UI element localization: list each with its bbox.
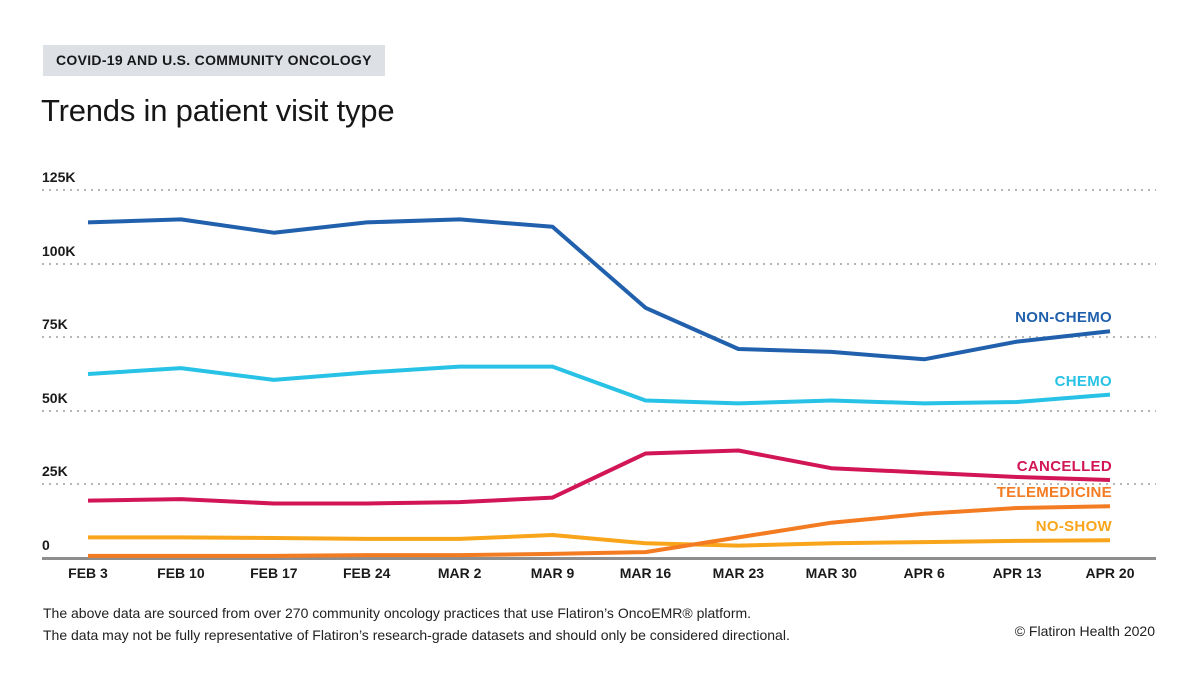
series-line-cancelled [87, 448, 1111, 506]
gridline-25k [42, 483, 1156, 486]
x-tick-label-apr-20: APR 20 [1085, 565, 1135, 581]
series-line-non-chemo [87, 217, 1111, 362]
page-title: Trends in patient visit type [41, 93, 395, 128]
y-tick-label-125k: 125K [42, 169, 76, 185]
series-label-chemo: CHEMO [1054, 372, 1112, 390]
gridline-50k [42, 409, 1156, 412]
x-tick-label-feb-3: FEB 3 [68, 565, 108, 581]
y-tick-label-75k: 75K [42, 316, 68, 333]
x-tick-label-mar-23: MAR 23 [712, 565, 765, 581]
gridline-75k [42, 336, 1156, 339]
x-tick-label-mar-30: MAR 30 [805, 565, 857, 581]
x-tick-label-apr-6: APR 6 [903, 565, 945, 581]
series-label-non-chemo: NON-CHEMO [1015, 309, 1112, 327]
y-tick-label-50k: 50K [42, 389, 68, 406]
series-line-telemedicine [88, 504, 1111, 558]
y-tick-label-0: 0 [42, 537, 50, 553]
series-line-no-show [88, 533, 1111, 548]
copyright: © Flatiron Health 2020 [1014, 623, 1155, 639]
x-tick-label-apr-13: APR 13 [992, 565, 1042, 581]
source-note: The above data are sourced from over 270… [43, 602, 790, 646]
source-note-line-1: The above data are sourced from over 270… [43, 605, 752, 621]
gridline-100k [42, 262, 1156, 265]
series-label-cancelled: CANCELLED [1016, 457, 1112, 475]
y-tick-label-100k: 100K [42, 242, 76, 259]
x-tick-label-mar-2: MAR 2 [437, 565, 482, 581]
series-line-chemo [87, 364, 1111, 406]
series-label-no-show: NO-SHOW [1035, 518, 1112, 536]
x-tick-label-mar-9: MAR 9 [530, 565, 575, 581]
gridline-125k [42, 189, 1156, 191]
category-tag: COVID-19 AND U.S. COMMUNITY ONCOLOGY [43, 45, 385, 76]
source-note-line-2: The data may not be fully representative… [43, 627, 790, 643]
x-tick-label-mar-16: MAR 16 [619, 565, 672, 581]
x-tick-label-feb-24: FEB 24 [342, 565, 391, 581]
x-tick-label-feb-17: FEB 17 [250, 565, 298, 581]
x-tick-label-feb-10: FEB 10 [157, 565, 205, 581]
x-axis-line [42, 557, 1156, 560]
series-label-telemedicine: TELEMEDICINE [996, 484, 1112, 502]
y-tick-label-25k: 25K [42, 463, 68, 480]
